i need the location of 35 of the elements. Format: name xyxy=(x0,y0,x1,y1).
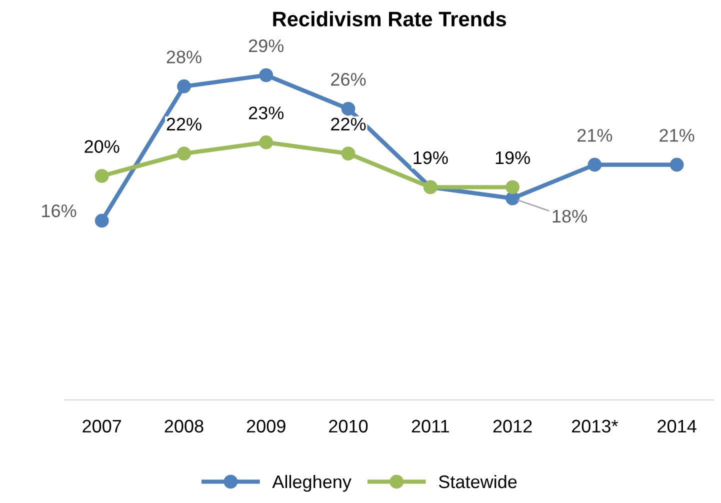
x-tick-label: 2013* xyxy=(572,420,618,433)
point xyxy=(259,68,274,82)
legend-label: Statewide xyxy=(438,474,517,488)
point xyxy=(588,158,602,172)
x-tick-label: 2014 xyxy=(658,420,696,433)
point xyxy=(670,158,684,172)
point xyxy=(341,146,356,161)
data-label: 28% xyxy=(166,50,202,64)
data-label: 19% xyxy=(496,151,530,164)
point xyxy=(506,180,520,194)
x-tick-label: 2011 xyxy=(412,420,449,433)
data-label: 22% xyxy=(166,118,202,130)
x-tick-label: 2007 xyxy=(82,420,122,433)
legend-label: Allegheny xyxy=(272,474,352,492)
x-tick-label: 2008 xyxy=(164,420,204,433)
point xyxy=(259,135,274,150)
data-label: 19% xyxy=(414,151,448,164)
x-tick-label: 2010 xyxy=(329,420,368,433)
data-label: 20% xyxy=(84,140,120,153)
data-label: 21% xyxy=(578,128,612,142)
point xyxy=(177,146,191,161)
data-label: 26% xyxy=(331,72,366,86)
data-label: 21% xyxy=(660,128,694,142)
point xyxy=(94,169,109,183)
point xyxy=(341,102,356,116)
data-label: 29% xyxy=(248,39,284,52)
chart-title: Recidivism Rate Trends xyxy=(273,11,506,26)
x-tick-label: 2009 xyxy=(246,420,286,433)
data-label: 22% xyxy=(331,118,366,130)
point xyxy=(94,214,109,228)
data-label: 16% xyxy=(42,204,76,218)
data-label: 23% xyxy=(248,106,284,120)
x-tick-label: 2012 xyxy=(493,420,532,433)
data-label: 18% xyxy=(552,210,587,223)
point xyxy=(177,79,191,94)
